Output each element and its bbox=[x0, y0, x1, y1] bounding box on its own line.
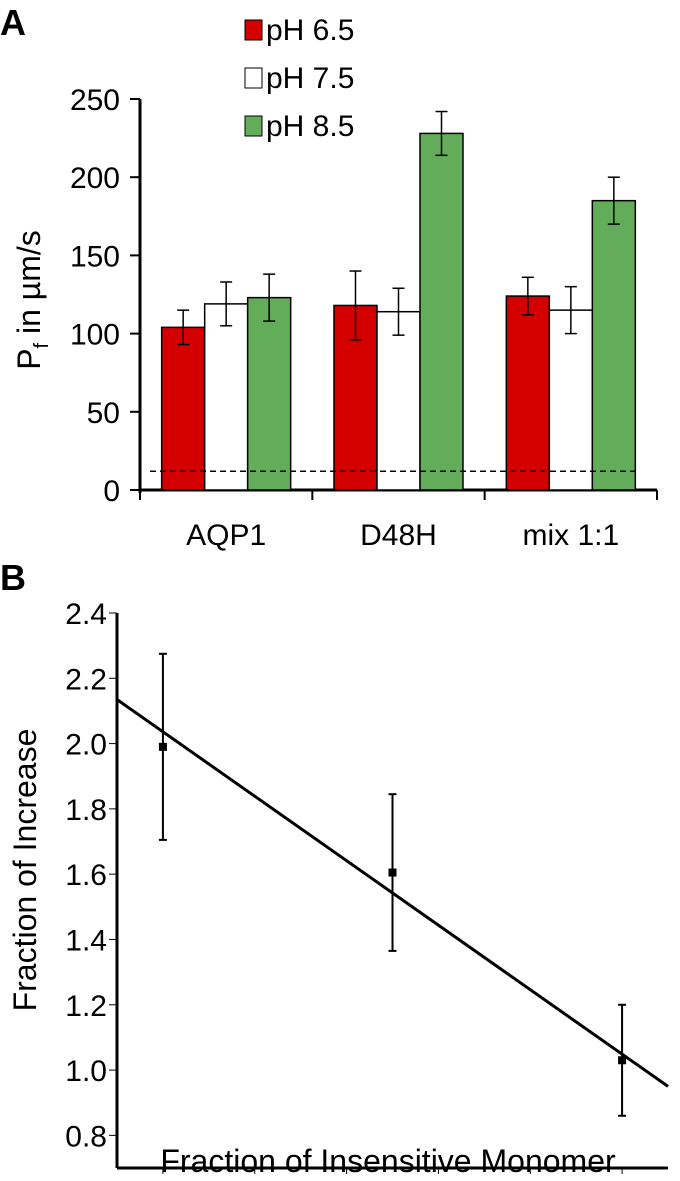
legend-swatch bbox=[244, 67, 263, 89]
x-tick-label: AQP1 bbox=[186, 519, 266, 552]
y-tick-label: 2.0 bbox=[65, 729, 107, 762]
y-tick-label: 2.4 bbox=[65, 598, 107, 631]
data-point bbox=[618, 1056, 627, 1065]
bar-pH-6.5 bbox=[505, 295, 551, 491]
panel-a-ylabel: Pf in µm/s bbox=[11, 230, 53, 370]
y-tick-label: 1.2 bbox=[65, 990, 107, 1023]
y-tick-label: 100 bbox=[70, 319, 120, 352]
panel-b-label: B bbox=[0, 557, 26, 598]
legend-label: pH 6.5 bbox=[266, 14, 354, 47]
y-tick-label: 0 bbox=[103, 475, 120, 508]
y-tick-label: 0.8 bbox=[65, 1120, 107, 1153]
legend-label: pH 8.5 bbox=[266, 110, 354, 143]
y-tick-label: 150 bbox=[70, 240, 120, 273]
x-tick-label: mix 1:1 bbox=[522, 519, 619, 552]
x-tick-label: D48H bbox=[360, 519, 437, 552]
bar-pH-7.5 bbox=[376, 310, 421, 491]
data-point bbox=[388, 868, 397, 877]
legend-swatch bbox=[244, 19, 263, 41]
y-tick-label: 1.8 bbox=[65, 794, 107, 827]
y-tick-label: 250 bbox=[70, 84, 120, 117]
bar-pH-8.5 bbox=[246, 296, 292, 491]
data-point bbox=[158, 742, 167, 751]
y-tick-label: 1.4 bbox=[65, 924, 107, 957]
panel-b-chart: 0.81.01.21.41.61.82.02.22.40.00.20.40.60… bbox=[65, 598, 669, 1181]
panel-b-xlabel: Fraction of Insensitive Monomer bbox=[160, 1143, 616, 1176]
legend-swatch bbox=[244, 115, 263, 137]
y-tick-label: 2.2 bbox=[65, 663, 107, 696]
panel-b-ylabel: Fraction of Increase bbox=[7, 729, 43, 1012]
bar-pH-6.5 bbox=[160, 326, 206, 491]
y-tick-label: 200 bbox=[70, 162, 120, 195]
panel-a-label: A bbox=[0, 2, 26, 43]
y-tick-label: 1.0 bbox=[65, 1055, 107, 1088]
bar-pH-8.5 bbox=[591, 199, 637, 491]
y-tick-label: 1.6 bbox=[65, 859, 107, 892]
y-tick-label: 50 bbox=[87, 397, 120, 430]
legend-label: pH 7.5 bbox=[266, 62, 354, 95]
bar-pH-7.5 bbox=[203, 303, 249, 491]
bar-pH-8.5 bbox=[419, 132, 464, 491]
panel-a-chart: 0 50 100 150 200 250 AQP1 D48H mix 1:1 pH 6.5 pH 7… bbox=[70, 14, 658, 552]
bar-pH-7.5 bbox=[548, 309, 594, 491]
